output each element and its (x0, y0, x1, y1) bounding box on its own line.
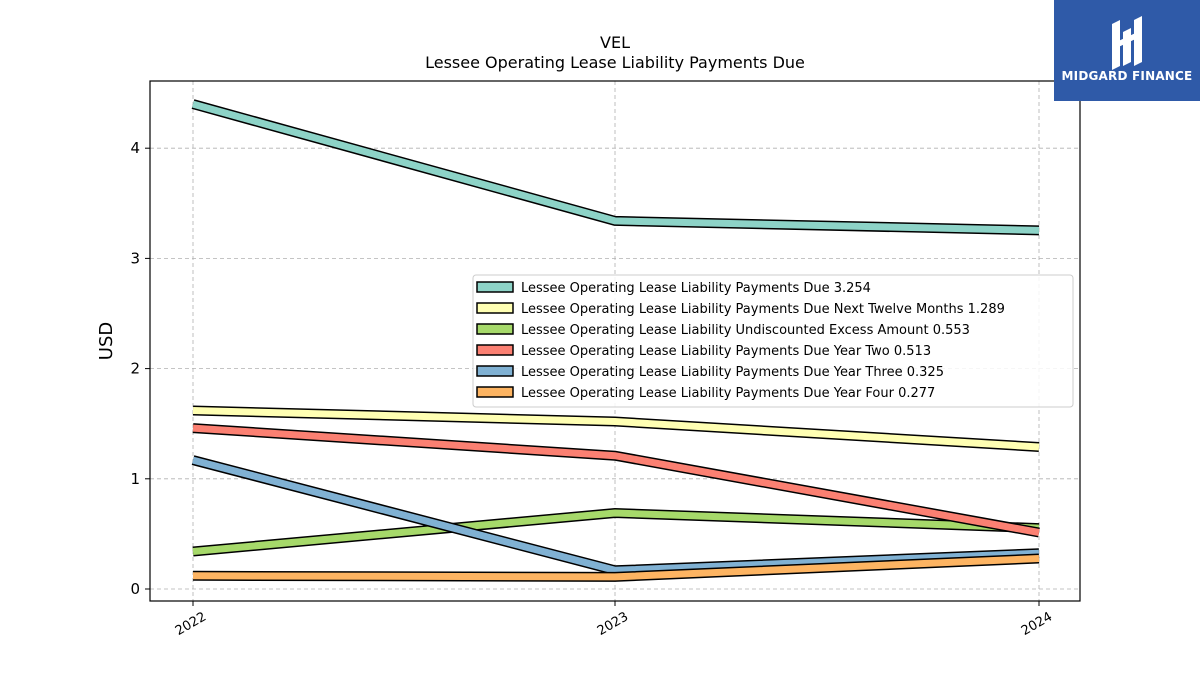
legend: Lessee Operating Lease Liability Payment… (472, 274, 1074, 408)
series-line (192, 555, 1040, 581)
series-line (192, 509, 1040, 555)
y-tick-label: 4 (130, 139, 140, 157)
legend-entry: Lessee Operating Lease Liability Payment… (521, 281, 871, 296)
series-1 (191, 99, 1040, 236)
series-line-outline (191, 99, 1040, 236)
legend-swatch (476, 323, 514, 335)
y-tick-label: 2 (130, 360, 140, 378)
y-tick-label: 1 (130, 470, 140, 488)
x-tick-label: 2022 (173, 609, 209, 639)
series-2 (192, 405, 1040, 452)
y-axis-label: USD (96, 322, 117, 360)
logo-text: MIDGARD FINANCE (1061, 69, 1193, 83)
series-line (192, 407, 1040, 451)
series-lines (191, 99, 1040, 582)
legend-entry: Lessee Operating Lease Liability Payment… (521, 302, 1005, 317)
chart-title: VEL (600, 33, 630, 52)
y-tick-label: 3 (130, 249, 140, 267)
series-3 (192, 507, 1040, 557)
legend-swatch (476, 281, 514, 293)
legend-swatch (476, 365, 514, 377)
legend-swatch (476, 344, 514, 356)
series-4 (192, 423, 1040, 538)
legend-box (472, 274, 1074, 408)
legend-entry: Lessee Operating Lease Liability Payment… (521, 365, 944, 380)
legend-swatch (476, 386, 514, 398)
legend-entry: Lessee Operating Lease Liability Payment… (521, 386, 935, 401)
brand-logo: MIDGARD FINANCE (1054, 0, 1200, 101)
series-line (192, 424, 1040, 536)
series-line (192, 456, 1040, 574)
legend-entry: Lessee Operating Lease Liability Undisco… (521, 323, 970, 338)
legend-entry: Lessee Operating Lease Liability Payment… (521, 344, 931, 359)
x-tick-label: 2023 (595, 609, 631, 639)
legend-swatch (476, 302, 514, 314)
series-line (192, 100, 1040, 234)
series-5 (191, 455, 1040, 576)
logo-mark-icon (1112, 16, 1142, 70)
x-tick-label: 2024 (1019, 609, 1055, 639)
series-line-outline (192, 507, 1040, 557)
chart-subtitle: Lessee Operating Lease Liability Payment… (425, 53, 805, 72)
y-tick-label: 0 (130, 580, 140, 598)
series-6 (192, 553, 1040, 582)
